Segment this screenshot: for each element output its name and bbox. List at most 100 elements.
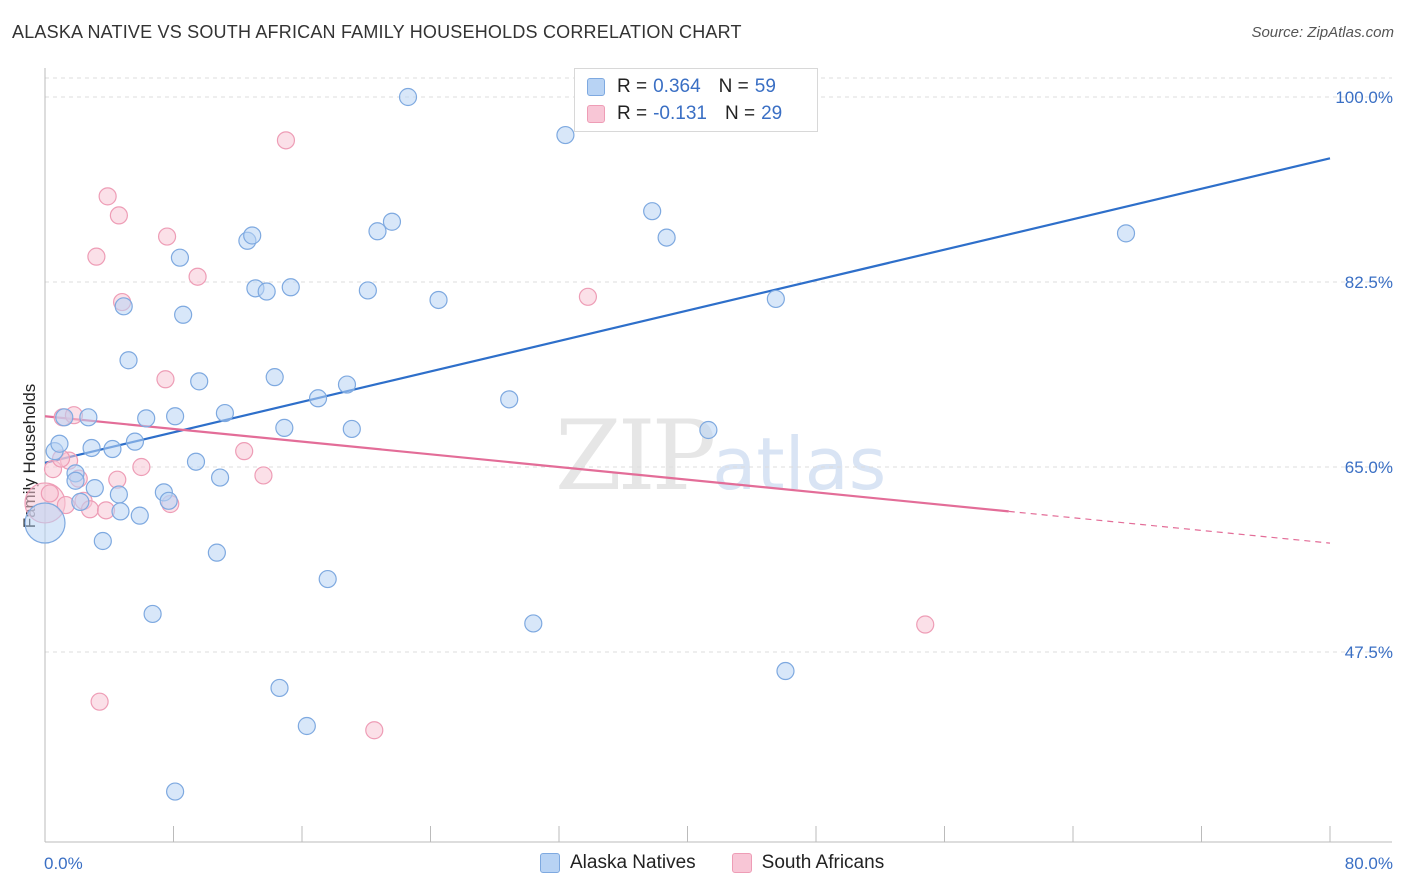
south-african-trendline [44,415,1009,513]
alaska-native-point [66,471,85,490]
alaska-native-point [143,604,162,624]
south-african-point [40,484,59,503]
alaska-native-point [170,248,190,267]
alaska-native-point [556,125,575,145]
alaska-native-point [500,390,519,409]
legend-r-label: R = [617,103,648,124]
grid-lines [45,77,1392,653]
legend-row-south-africans: R = -0.131 N = 29 [587,102,782,126]
alaska-native-point [308,389,328,408]
legend-swatch-pink [731,853,752,873]
alaska-native-point [186,452,206,471]
alaska-native-point [766,289,785,309]
alaska-native-trendline [44,157,1331,464]
watermark: ZIPatlas [555,400,886,512]
x-tick-label: 0.0% [44,854,83,873]
alaska-native-point [270,678,289,698]
legend-swatch-pink [587,105,605,123]
alaska-native-point [281,278,300,297]
y-tick-label: 47.5% [1345,643,1393,662]
chart-title: ALASKA NATIVE VS SOUTH AFRICAN FAMILY HO… [12,22,742,42]
y-tick-label: 100.0% [1335,88,1393,107]
alaska-native-point [24,502,66,544]
south-african-trendline-extension [1008,510,1331,544]
alaska-native-point [337,375,357,394]
south-african-point [98,187,117,206]
alaska-native-point [699,420,718,440]
alaska-native-point [265,368,284,387]
alaska-native-point [524,614,543,633]
series-legend: Alaska Natives South Africans [540,852,920,874]
y-tick-label: 65.0% [1345,458,1393,477]
axes [44,68,1392,843]
south-african-point [235,442,254,461]
watermark-atlas: atlas [712,422,887,506]
alaska-native-point [210,468,230,487]
data-points [24,87,1136,801]
alaska-native-point [50,434,69,453]
watermark-zip: ZIP [555,400,716,512]
alaska-native-point [159,491,178,510]
legend-n-value: 29 [761,103,783,124]
alaska-native-point [55,408,74,427]
south-african-point [578,287,598,306]
south-african-point [87,247,106,266]
south-african-point [916,615,935,634]
south-african-point [109,206,128,225]
alaska-native-point [79,408,98,427]
alaska-native-point [297,716,316,736]
legend-n-label: N = [718,76,749,97]
alaska-native-point [71,492,90,511]
south-african-point [132,457,151,477]
alaska-native-point [215,403,234,423]
legend-label: South Africans [761,852,885,873]
alaska-native-point [85,479,104,498]
legend-item-south-africans[interactable]: South Africans [731,852,885,874]
south-african-point [188,267,207,286]
alaska-native-point [166,782,185,801]
alaska-native-point [166,407,185,426]
alaska-native-point [1116,224,1136,243]
south-african-point [157,227,177,246]
source-label: Source: ZipAtlas.com [1251,24,1394,41]
legend-r-label: R = [617,76,648,97]
alaska-native-point [358,281,377,300]
alaska-native-point [643,202,662,221]
alaska-native-point [190,372,209,391]
alaska-native-point [776,661,795,681]
alaska-native-point [275,418,294,437]
alaska-native-point [130,506,149,525]
legend-swatch-blue [540,853,560,873]
south-african-point [276,131,296,150]
alaska-native-point [82,438,101,458]
correlation-legend: R = 0.364 N = 59 R = -0.131 N = 29 [574,68,818,132]
alaska-native-point [243,226,262,245]
south-african-point [90,692,109,711]
legend-label: Alaska Natives [570,852,696,873]
alaska-native-point [207,543,226,562]
south-african-point [254,466,273,485]
alaska-native-point [109,485,128,504]
south-african-point [156,370,175,389]
tick-labels: 47.5% 65.0% 82.5% 100.0% 0.0% 80.0% [44,88,1393,873]
alaska-native-point [429,290,448,310]
legend-n-label: N = [724,103,756,124]
alaska-native-point [125,432,145,451]
trend-lines [44,157,1331,544]
legend-item-alaska-natives[interactable]: Alaska Natives [540,852,696,874]
y-tick-label: 82.5% [1345,273,1393,292]
legend-swatch-blue [587,78,605,96]
legend-r-value: 0.364 [653,76,701,97]
alaska-native-point [103,439,122,459]
legend-row-alaska-natives: R = 0.364 N = 59 [587,75,776,99]
alaska-native-point [398,87,418,107]
alaska-native-point [318,569,337,589]
alaska-native-point [257,282,276,301]
alaska-native-point [111,502,130,521]
alaska-native-point [174,305,193,324]
south-african-point [365,721,384,740]
legend-n-value: 59 [754,76,776,97]
alaska-native-point [93,531,112,551]
alaska-native-point [368,222,387,241]
